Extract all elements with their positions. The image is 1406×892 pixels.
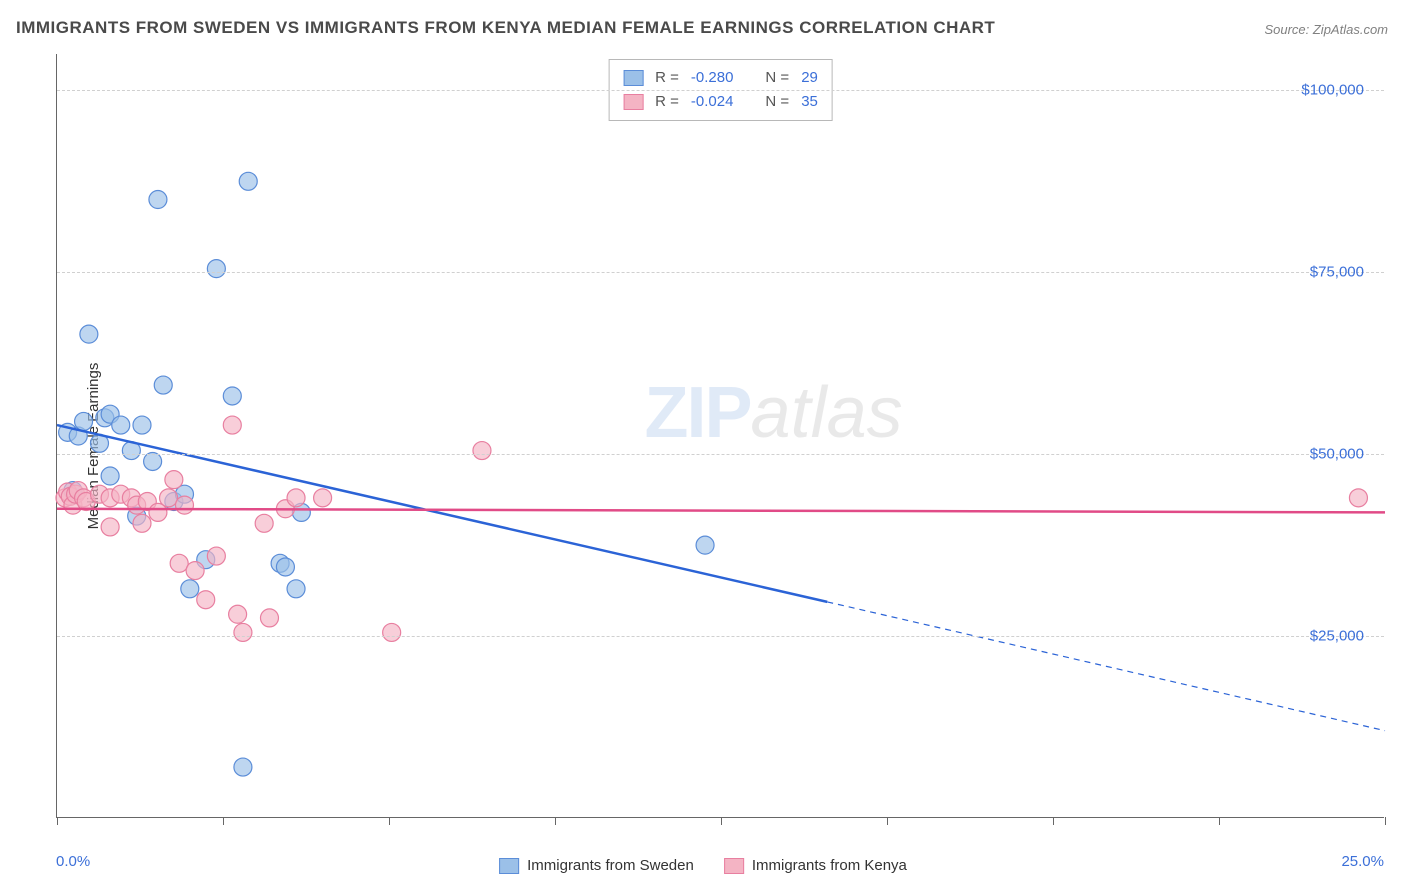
trend-line bbox=[57, 425, 827, 602]
data-point bbox=[175, 496, 193, 514]
legend-swatch bbox=[499, 858, 519, 874]
gridline bbox=[57, 90, 1384, 91]
data-point bbox=[229, 605, 247, 623]
data-point bbox=[149, 191, 167, 209]
r-value: -0.024 bbox=[691, 90, 734, 114]
data-point bbox=[160, 489, 178, 507]
data-point bbox=[181, 580, 199, 598]
x-tick bbox=[555, 817, 556, 825]
y-tick-label: $100,000 bbox=[1301, 82, 1364, 99]
data-point bbox=[112, 416, 130, 434]
r-label: R = bbox=[655, 66, 679, 90]
x-tick bbox=[389, 817, 390, 825]
data-point bbox=[207, 260, 225, 278]
data-point bbox=[165, 471, 183, 489]
x-tick bbox=[887, 817, 888, 825]
y-tick-label: $75,000 bbox=[1310, 264, 1364, 281]
n-label: N = bbox=[765, 66, 789, 90]
gridline bbox=[57, 454, 1384, 455]
data-point bbox=[696, 536, 714, 554]
data-point bbox=[383, 623, 401, 641]
trend-line-extrapolated bbox=[827, 602, 1385, 731]
data-point bbox=[133, 514, 151, 532]
data-point bbox=[276, 558, 294, 576]
data-point bbox=[234, 623, 252, 641]
x-tick bbox=[1385, 817, 1386, 825]
n-value: 29 bbox=[801, 66, 818, 90]
data-point bbox=[170, 554, 188, 572]
data-point bbox=[234, 758, 252, 776]
data-point bbox=[186, 562, 204, 580]
y-tick-label: $25,000 bbox=[1310, 628, 1364, 645]
x-tick bbox=[223, 817, 224, 825]
data-point bbox=[223, 416, 241, 434]
data-point bbox=[133, 416, 151, 434]
r-label: R = bbox=[655, 90, 679, 114]
data-point bbox=[154, 376, 172, 394]
data-point bbox=[75, 412, 93, 430]
data-point bbox=[207, 547, 225, 565]
legend-item: Immigrants from Kenya bbox=[724, 857, 907, 874]
data-point bbox=[260, 609, 278, 627]
legend-label: Immigrants from Kenya bbox=[752, 857, 907, 874]
data-point bbox=[101, 467, 119, 485]
legend-item: Immigrants from Sweden bbox=[499, 857, 694, 874]
x-min-label: 0.0% bbox=[56, 853, 90, 870]
data-point bbox=[239, 172, 257, 190]
x-tick bbox=[1053, 817, 1054, 825]
chart-title: IMMIGRANTS FROM SWEDEN VS IMMIGRANTS FRO… bbox=[16, 18, 995, 38]
trend-line bbox=[57, 509, 1385, 513]
y-tick-label: $50,000 bbox=[1310, 446, 1364, 463]
series-swatch bbox=[623, 70, 643, 86]
gridline bbox=[57, 636, 1384, 637]
series-swatch bbox=[623, 94, 643, 110]
legend-label: Immigrants from Sweden bbox=[527, 857, 694, 874]
r-value: -0.280 bbox=[691, 66, 734, 90]
data-point bbox=[197, 591, 215, 609]
x-tick bbox=[721, 817, 722, 825]
n-value: 35 bbox=[801, 90, 818, 114]
data-point bbox=[255, 514, 273, 532]
stats-row: R = -0.280 N = 29 bbox=[623, 66, 818, 90]
legend-swatch bbox=[724, 858, 744, 874]
bottom-legend: Immigrants from Sweden Immigrants from Ke… bbox=[499, 857, 907, 874]
data-point bbox=[1349, 489, 1367, 507]
n-label: N = bbox=[765, 90, 789, 114]
plot-area: ZIPatlas R =-0.280N =29R =-0.024N =35 $2… bbox=[56, 54, 1384, 818]
data-point bbox=[80, 325, 98, 343]
stats-row: R = -0.024 N = 35 bbox=[623, 90, 818, 114]
x-tick bbox=[57, 817, 58, 825]
data-point bbox=[287, 489, 305, 507]
data-point bbox=[473, 442, 491, 460]
data-point bbox=[223, 387, 241, 405]
data-point bbox=[314, 489, 332, 507]
data-point bbox=[101, 518, 119, 536]
chart-svg bbox=[57, 54, 1384, 817]
data-point bbox=[287, 580, 305, 598]
source-credit: Source: ZipAtlas.com bbox=[1264, 22, 1388, 37]
x-tick bbox=[1219, 817, 1220, 825]
x-max-label: 25.0% bbox=[1341, 853, 1384, 870]
gridline bbox=[57, 272, 1384, 273]
